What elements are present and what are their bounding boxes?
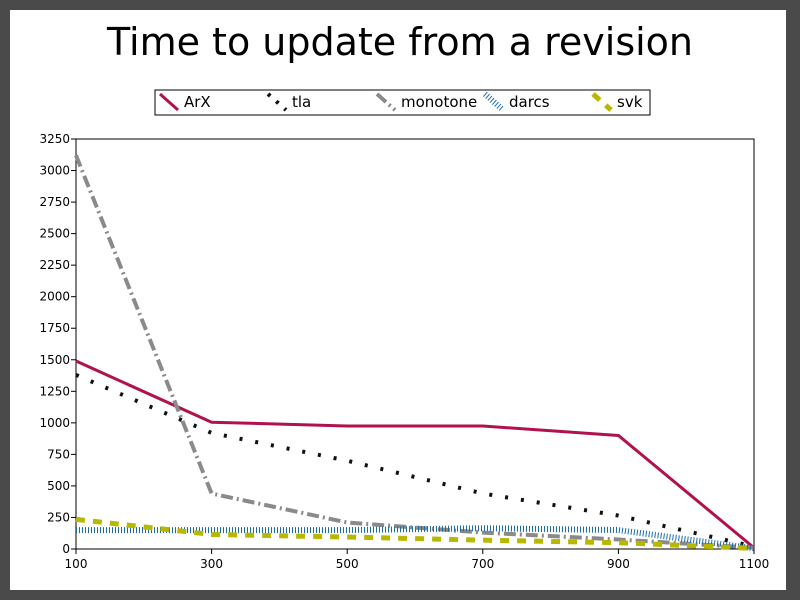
- y-tick-label: 2750: [39, 195, 70, 209]
- y-tick-label: 1500: [39, 353, 70, 367]
- series-layer: [74, 154, 755, 552]
- y-tick-label: 1000: [39, 416, 70, 430]
- series-line-monotone: [74, 154, 755, 550]
- x-axis: 100 300 500 700 900 1100: [65, 549, 770, 571]
- series-line-svk: [75, 516, 755, 551]
- y-axis: 0 250 500 750 1000 1250 1500 1750 2000 2250 2500 27…: [39, 132, 76, 556]
- legend-swatch: [591, 92, 613, 112]
- y-tick-label: 2000: [39, 290, 70, 304]
- x-tick-label: 100: [65, 557, 88, 571]
- y-tick-label: 500: [47, 479, 70, 493]
- y-tick-label: 3000: [39, 164, 70, 178]
- legend-item-tla: tla: [266, 92, 311, 112]
- chart-frame: Time to update from a revision ArX tla mon…: [10, 10, 786, 590]
- legend-item-monotone: monotone: [375, 92, 477, 112]
- series-line-arx: [75, 359, 755, 549]
- y-tick-label: 2500: [39, 227, 70, 241]
- y-tick-label: 3250: [39, 132, 70, 146]
- legend-label: tla: [292, 93, 311, 111]
- series-line-darcs: [76, 525, 755, 552]
- legend-label: monotone: [401, 93, 477, 111]
- legend-label: ArX: [184, 93, 211, 111]
- y-tick-label: 1750: [39, 321, 70, 335]
- legend-item-svk: svk: [591, 92, 643, 112]
- x-tick-label: 900: [607, 557, 630, 571]
- y-tick-label: 250: [47, 510, 70, 524]
- legend-label: darcs: [509, 93, 550, 111]
- x-tick-label: 500: [336, 557, 359, 571]
- legend-swatch: [159, 92, 179, 112]
- legend-item-darcs: darcs: [483, 91, 550, 113]
- legend-box: [154, 89, 651, 116]
- y-tick-label: 750: [47, 447, 70, 461]
- plot-area: [75, 138, 755, 550]
- x-tick-label: 300: [200, 557, 223, 571]
- legend-swatch: [266, 92, 288, 112]
- chart-title: Time to update from a revision: [106, 20, 693, 64]
- legend-swatch: [375, 92, 397, 112]
- y-tick-label: 0: [62, 542, 70, 556]
- x-tick-label: 1100: [739, 557, 770, 571]
- legend-label: svk: [617, 93, 643, 111]
- y-tick-label: 1250: [39, 384, 70, 398]
- legend-item-arx: ArX: [159, 92, 211, 112]
- x-tick-label: 700: [471, 557, 494, 571]
- legend: ArX tla monotone darcs svk: [159, 91, 643, 113]
- line-chart: Time to update from a revision ArX tla mon…: [39, 20, 770, 571]
- legend-swatch: [483, 91, 505, 113]
- y-tick-label: 2250: [39, 258, 70, 272]
